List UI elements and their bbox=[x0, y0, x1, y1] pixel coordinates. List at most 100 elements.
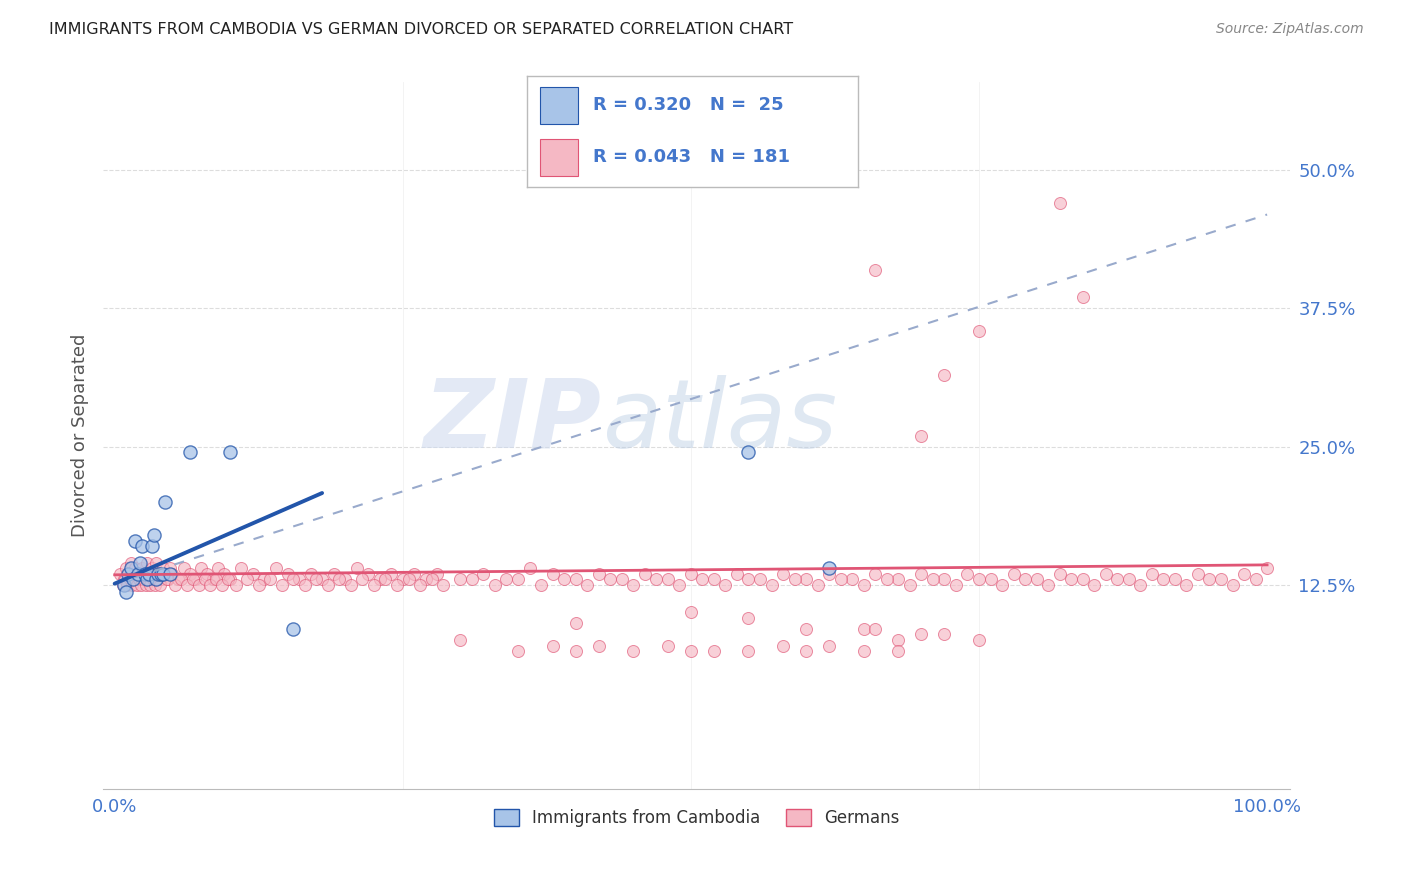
Point bbox=[772, 639, 794, 653]
Point bbox=[141, 561, 163, 575]
Point bbox=[217, 572, 239, 586]
Point bbox=[588, 566, 610, 581]
Point bbox=[887, 633, 910, 648]
Point bbox=[794, 644, 817, 658]
Point bbox=[1071, 290, 1094, 304]
Point bbox=[159, 561, 181, 575]
Point bbox=[818, 561, 841, 575]
Point bbox=[135, 578, 157, 592]
Point bbox=[432, 578, 454, 592]
Point bbox=[1164, 572, 1187, 586]
Point bbox=[129, 578, 152, 592]
Point bbox=[316, 578, 339, 592]
Point bbox=[132, 572, 155, 586]
Point bbox=[305, 572, 328, 586]
Point bbox=[110, 566, 132, 581]
Point bbox=[163, 578, 186, 592]
Point bbox=[120, 556, 142, 570]
Point bbox=[1198, 572, 1220, 586]
Point bbox=[352, 572, 374, 586]
Point bbox=[1049, 196, 1071, 211]
Point bbox=[1094, 566, 1116, 581]
Point bbox=[148, 566, 170, 581]
Point bbox=[621, 578, 644, 592]
Point bbox=[111, 578, 134, 592]
Point bbox=[328, 572, 350, 586]
Point bbox=[910, 627, 932, 641]
Point bbox=[141, 539, 163, 553]
Point bbox=[173, 561, 195, 575]
Point bbox=[142, 566, 165, 581]
Point bbox=[783, 572, 806, 586]
Point bbox=[876, 572, 898, 586]
Point bbox=[1244, 572, 1267, 586]
Point bbox=[170, 572, 193, 586]
Point bbox=[1036, 578, 1059, 592]
Bar bbox=[540, 87, 578, 124]
Point bbox=[645, 572, 668, 586]
Point bbox=[124, 561, 146, 575]
Point bbox=[380, 566, 402, 581]
Point bbox=[283, 622, 305, 636]
Point bbox=[692, 572, 714, 586]
Point bbox=[152, 566, 174, 581]
Point bbox=[115, 561, 138, 575]
Point bbox=[135, 572, 157, 586]
Point bbox=[264, 561, 287, 575]
Point bbox=[541, 639, 564, 653]
Point bbox=[564, 572, 586, 586]
Point bbox=[967, 324, 990, 338]
Text: R = 0.320   N =  25: R = 0.320 N = 25 bbox=[593, 95, 785, 114]
Y-axis label: Divorced or Separated: Divorced or Separated bbox=[72, 334, 89, 537]
Point bbox=[122, 572, 145, 586]
Point bbox=[910, 566, 932, 581]
Point bbox=[131, 539, 153, 553]
Point bbox=[807, 578, 830, 592]
Point bbox=[737, 572, 759, 586]
Point bbox=[219, 572, 242, 586]
Point bbox=[340, 578, 363, 592]
Point bbox=[852, 644, 875, 658]
Point bbox=[311, 572, 333, 586]
Point bbox=[145, 556, 167, 570]
Point bbox=[333, 572, 356, 586]
Bar bbox=[540, 139, 578, 177]
Point bbox=[703, 572, 725, 586]
Point bbox=[599, 572, 621, 586]
Point bbox=[391, 572, 413, 586]
Point bbox=[1152, 572, 1174, 586]
Point bbox=[112, 572, 135, 586]
Point bbox=[114, 572, 136, 586]
Point bbox=[127, 566, 149, 581]
Point bbox=[725, 566, 748, 581]
Point bbox=[122, 572, 145, 586]
Point bbox=[1014, 572, 1036, 586]
Point bbox=[404, 566, 426, 581]
Point bbox=[818, 639, 841, 653]
Point bbox=[979, 572, 1001, 586]
Point bbox=[149, 566, 172, 581]
Point bbox=[322, 566, 344, 581]
Point bbox=[956, 566, 979, 581]
Point bbox=[190, 561, 212, 575]
Text: atlas: atlas bbox=[602, 375, 837, 468]
Point bbox=[865, 622, 887, 636]
Point bbox=[162, 566, 184, 581]
Point bbox=[426, 566, 449, 581]
Point bbox=[1129, 578, 1152, 592]
Point bbox=[967, 633, 990, 648]
Point bbox=[830, 572, 852, 586]
Point bbox=[294, 578, 316, 592]
Point bbox=[679, 644, 702, 658]
Point bbox=[155, 566, 177, 581]
Point bbox=[461, 572, 484, 586]
Point bbox=[117, 566, 139, 581]
Point bbox=[283, 572, 305, 586]
Point bbox=[368, 572, 391, 586]
Point bbox=[415, 572, 437, 586]
Point bbox=[934, 572, 956, 586]
Point bbox=[420, 572, 443, 586]
Point bbox=[117, 578, 139, 592]
Point bbox=[541, 566, 564, 581]
Point bbox=[610, 572, 633, 586]
